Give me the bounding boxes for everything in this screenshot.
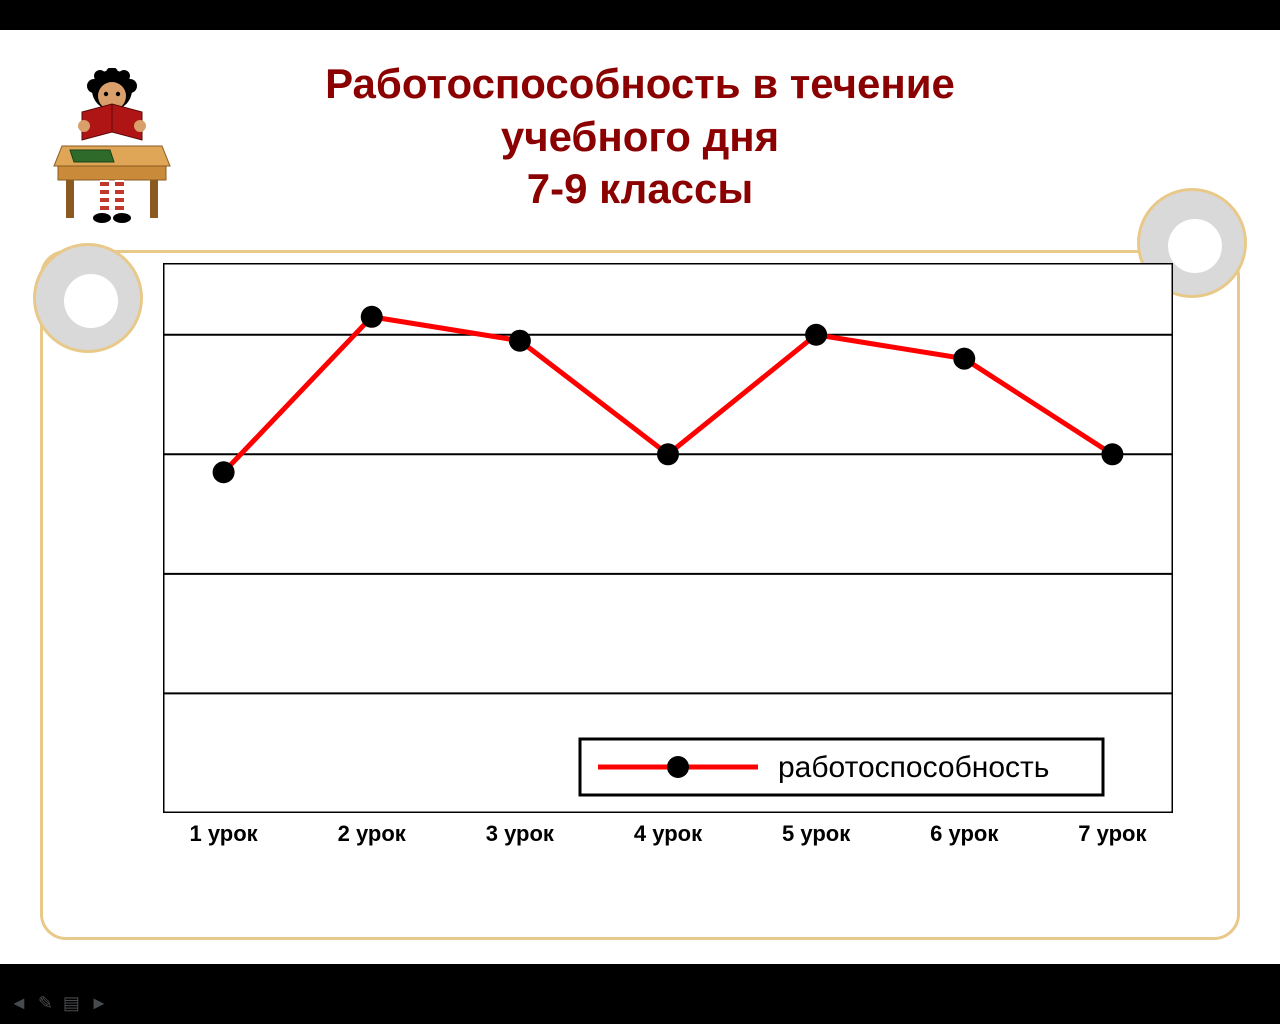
nav-pen-icon[interactable]: ✎: [38, 993, 53, 1014]
x-axis-labels: 1 урок 2 урок 3 урок 4 урок 5 урок 6 урок 7 ур…: [163, 821, 1173, 851]
title-line-2: учебного дня: [0, 111, 1280, 164]
nav-prev-icon[interactable]: ◄: [10, 993, 28, 1014]
x-axis-label: 5 урок: [782, 821, 850, 847]
x-axis-label: 6 урок: [930, 821, 998, 847]
scroll-curl-left-icon: [33, 243, 143, 353]
x-axis-label: 3 урок: [486, 821, 554, 847]
scroll-frame: работоспособность 1 урок 2 урок 3 урок 4 ур…: [40, 250, 1240, 940]
x-axis-label: 4 урок: [634, 821, 702, 847]
x-axis-label: 1 урок: [190, 821, 258, 847]
letterbox-top: [0, 0, 1280, 30]
nav-next-icon[interactable]: ►: [90, 993, 108, 1014]
x-axis-label: 2 урок: [338, 821, 406, 847]
slide-title: Работоспособность в течение учебного дня…: [0, 58, 1280, 216]
x-axis-label: 7 урок: [1078, 821, 1146, 847]
nav-menu-icon[interactable]: ▤: [63, 993, 80, 1014]
title-line-3: 7-9 классы: [0, 163, 1280, 216]
title-line-1: Работоспособность в течение: [0, 58, 1280, 111]
slide: Работоспособность в течение учебного дня…: [0, 30, 1280, 964]
legend-label: работоспособность: [778, 751, 1049, 784]
presenter-nav: ◄ ✎ ▤ ►: [10, 993, 108, 1014]
performance-chart: работоспособность: [163, 263, 1173, 813]
letterbox-bottom: [0, 964, 1280, 1024]
